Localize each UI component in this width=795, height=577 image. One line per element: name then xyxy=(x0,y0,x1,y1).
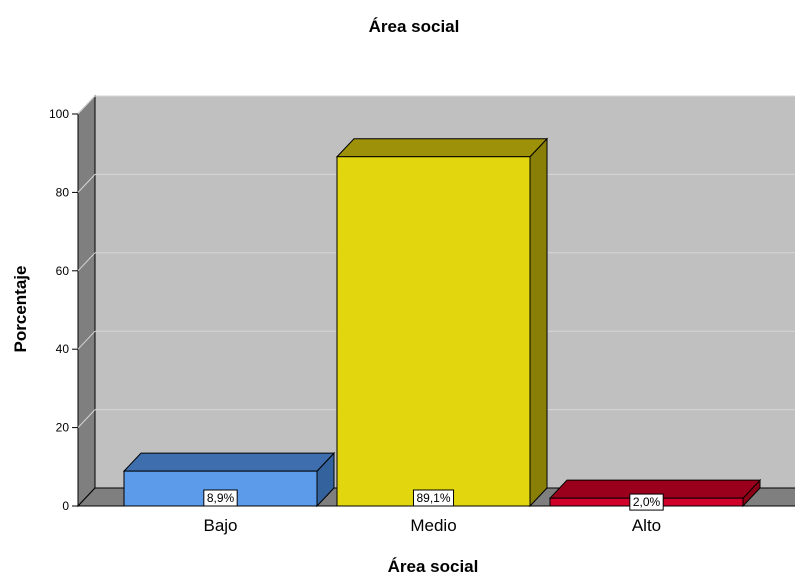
gridline-side xyxy=(77,174,96,193)
data-label-text: 8,9% xyxy=(207,491,235,505)
y-tick-label: 80 xyxy=(56,185,70,199)
gridline-side xyxy=(77,409,96,428)
data-labels: 8,9% 89,1% 2,0% xyxy=(203,489,664,511)
y-axis-title: Porcentaje xyxy=(11,266,30,353)
data-label: 2,0% xyxy=(629,493,664,511)
gridline-side xyxy=(77,252,96,272)
bars xyxy=(122,137,762,508)
y-tick-label: 0 xyxy=(62,499,69,513)
y-tick-label: 100 xyxy=(49,107,69,121)
x-tick-label: Alto xyxy=(632,516,661,535)
x-tick-label: Bajo xyxy=(203,516,237,535)
side-wall xyxy=(77,94,96,508)
data-label: 8,9% xyxy=(203,489,238,507)
bar-medio xyxy=(335,137,549,508)
data-label: 89,1% xyxy=(412,489,455,507)
chart-title: Área social xyxy=(369,17,460,36)
y-axis-ticks: 0 20 40 60 80 100 xyxy=(49,107,78,513)
bar-top xyxy=(335,138,549,158)
data-label-text: 89,1% xyxy=(416,491,450,505)
bar-top xyxy=(122,452,336,472)
y-tick-label: 60 xyxy=(56,264,70,278)
bar-side xyxy=(529,137,548,508)
x-axis-categories: Bajo Medio Alto xyxy=(203,516,661,535)
data-label-box xyxy=(629,493,664,511)
data-label-box xyxy=(412,489,455,507)
data-label-box xyxy=(203,489,238,507)
y-tick-label: 20 xyxy=(56,421,70,435)
x-axis-title: Área social xyxy=(388,557,479,576)
bar-front xyxy=(336,156,531,507)
bar-bajo xyxy=(122,451,336,508)
y-tick-label: 40 xyxy=(56,342,70,356)
gridline-side xyxy=(77,330,96,350)
gridline-side xyxy=(77,95,96,115)
data-label-text: 2,0% xyxy=(633,495,661,509)
x-tick-label: Medio xyxy=(410,516,456,535)
